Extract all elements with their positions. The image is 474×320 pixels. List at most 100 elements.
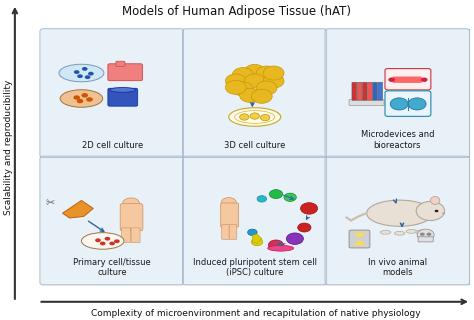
FancyBboxPatch shape <box>373 82 377 100</box>
FancyBboxPatch shape <box>418 237 433 242</box>
FancyBboxPatch shape <box>131 228 140 243</box>
FancyBboxPatch shape <box>182 156 327 285</box>
Text: Induced pluripotent stem cell
(iPSC) culture: Induced pluripotent stem cell (iPSC) cul… <box>193 258 317 277</box>
Circle shape <box>420 233 425 236</box>
Ellipse shape <box>59 64 104 82</box>
Circle shape <box>263 66 284 80</box>
Circle shape <box>226 74 246 88</box>
Circle shape <box>73 95 80 100</box>
Circle shape <box>105 237 110 241</box>
FancyBboxPatch shape <box>108 64 142 81</box>
FancyBboxPatch shape <box>352 82 356 100</box>
FancyBboxPatch shape <box>122 228 130 243</box>
FancyBboxPatch shape <box>40 156 184 285</box>
FancyBboxPatch shape <box>120 204 143 231</box>
Ellipse shape <box>366 200 433 226</box>
Circle shape <box>239 88 260 102</box>
Circle shape <box>251 238 263 246</box>
Circle shape <box>226 80 246 94</box>
Circle shape <box>268 240 283 250</box>
Circle shape <box>233 68 253 82</box>
Circle shape <box>421 77 428 82</box>
Text: ✂: ✂ <box>46 199 55 209</box>
Circle shape <box>109 242 115 245</box>
Circle shape <box>286 233 303 244</box>
Text: Complexity of microenvironment and recapitulation of native physiology: Complexity of microenvironment and recap… <box>91 309 421 318</box>
Circle shape <box>77 99 83 103</box>
Circle shape <box>427 233 431 236</box>
Circle shape <box>298 223 311 232</box>
Circle shape <box>86 97 93 102</box>
Circle shape <box>82 93 88 98</box>
Circle shape <box>250 113 259 119</box>
FancyBboxPatch shape <box>357 82 362 100</box>
Ellipse shape <box>380 230 391 234</box>
FancyBboxPatch shape <box>116 61 125 66</box>
Circle shape <box>417 229 434 241</box>
FancyBboxPatch shape <box>182 29 327 157</box>
FancyBboxPatch shape <box>40 29 184 157</box>
Circle shape <box>269 190 283 198</box>
Circle shape <box>95 238 101 242</box>
Circle shape <box>100 242 106 245</box>
Text: 3D cell culture: 3D cell culture <box>224 141 285 150</box>
Circle shape <box>74 70 80 74</box>
Circle shape <box>260 115 270 121</box>
Polygon shape <box>63 200 93 218</box>
Text: 2D cell culture: 2D cell culture <box>82 141 143 150</box>
Circle shape <box>233 82 253 96</box>
Circle shape <box>442 212 445 214</box>
FancyBboxPatch shape <box>349 230 370 248</box>
FancyBboxPatch shape <box>229 225 237 239</box>
FancyBboxPatch shape <box>349 100 384 106</box>
Circle shape <box>123 198 139 209</box>
Text: Models of Human Adipose Tissue (hAT): Models of Human Adipose Tissue (hAT) <box>122 5 352 19</box>
FancyBboxPatch shape <box>385 91 431 116</box>
Circle shape <box>263 74 284 88</box>
FancyBboxPatch shape <box>41 29 469 284</box>
Ellipse shape <box>416 230 426 234</box>
Circle shape <box>435 210 438 212</box>
FancyBboxPatch shape <box>378 82 383 100</box>
Circle shape <box>239 114 249 120</box>
Ellipse shape <box>394 231 405 235</box>
Circle shape <box>408 98 426 110</box>
Circle shape <box>416 201 445 220</box>
Polygon shape <box>354 240 365 245</box>
FancyBboxPatch shape <box>362 82 367 100</box>
FancyBboxPatch shape <box>221 203 238 227</box>
Ellipse shape <box>268 245 294 251</box>
Text: Scalability and reproducibility: Scalability and reproducibility <box>3 80 12 215</box>
Circle shape <box>301 203 318 214</box>
Circle shape <box>256 81 277 95</box>
Ellipse shape <box>430 196 440 204</box>
Circle shape <box>244 64 265 78</box>
Ellipse shape <box>229 108 281 126</box>
Circle shape <box>257 196 266 202</box>
Circle shape <box>388 77 395 82</box>
Ellipse shape <box>109 87 136 92</box>
Circle shape <box>390 98 408 110</box>
Ellipse shape <box>60 90 103 107</box>
Circle shape <box>88 72 94 76</box>
Circle shape <box>82 67 88 71</box>
FancyBboxPatch shape <box>367 82 372 100</box>
FancyBboxPatch shape <box>325 29 470 157</box>
Circle shape <box>244 74 265 88</box>
FancyBboxPatch shape <box>325 156 470 285</box>
Ellipse shape <box>406 229 417 233</box>
Polygon shape <box>252 234 262 244</box>
Circle shape <box>284 193 296 201</box>
FancyBboxPatch shape <box>222 225 229 239</box>
Ellipse shape <box>82 233 124 249</box>
FancyBboxPatch shape <box>392 76 422 83</box>
Circle shape <box>247 229 257 236</box>
Text: In vivo animal
models: In vivo animal models <box>368 258 427 277</box>
Circle shape <box>256 66 277 80</box>
Circle shape <box>251 89 272 103</box>
Text: Primary cell/tissue
culture: Primary cell/tissue culture <box>73 258 151 277</box>
Circle shape <box>77 74 83 78</box>
Circle shape <box>221 197 237 208</box>
Text: Microdevices and
bioreactors: Microdevices and bioreactors <box>361 131 434 150</box>
FancyBboxPatch shape <box>108 88 137 106</box>
